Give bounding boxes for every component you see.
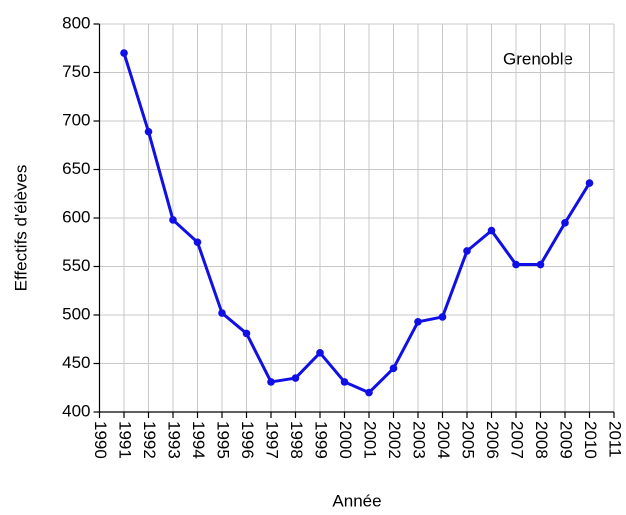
point	[463, 247, 471, 255]
x-tick-label: 1998	[287, 421, 306, 459]
x-tick-label: 2001	[361, 421, 380, 459]
point	[512, 260, 520, 269]
x-tick-label: 2008	[532, 421, 551, 459]
y-tick-label: 750	[62, 62, 90, 81]
y-tick-label: 550	[62, 256, 90, 275]
x-tick-label: 2003	[410, 421, 429, 459]
y-tick-label: 500	[62, 304, 90, 323]
point	[242, 329, 251, 338]
point	[316, 349, 324, 357]
x-tick-label: 2005	[459, 421, 478, 459]
x-tick-label: 1990	[91, 421, 110, 459]
x-tick-label: 2011	[606, 421, 625, 458]
point	[193, 238, 202, 247]
point	[438, 313, 447, 321]
x-tick-label: 1994	[189, 421, 208, 459]
y-tick-label: 400	[62, 401, 90, 420]
x-tick-label: 2007	[508, 421, 527, 459]
x-tick-label: 1999	[312, 421, 331, 459]
point	[585, 179, 594, 187]
x-tick-label: 2002	[385, 421, 404, 459]
point	[365, 388, 373, 397]
x-tick-label: 1991	[116, 421, 135, 459]
point	[536, 260, 545, 269]
point	[561, 219, 569, 227]
x-tick-label: 1996	[238, 421, 257, 459]
x-tick-label: 2000	[336, 421, 355, 459]
x-axis-label: Année	[332, 491, 381, 510]
point	[291, 374, 300, 382]
point	[487, 226, 496, 235]
y-tick-label: 700	[62, 110, 90, 129]
x-tick-label: 2004	[434, 421, 453, 459]
point	[144, 127, 153, 136]
line	[122, 52, 591, 395]
point	[120, 49, 128, 57]
y-tick-label: 800	[62, 13, 90, 32]
y-tick-label: 650	[62, 159, 90, 178]
point	[414, 317, 422, 326]
x-tick-label: 2009	[557, 421, 576, 459]
x-tick-label: 1997	[263, 421, 282, 459]
annotation: Grenoble	[503, 49, 573, 68]
x-tick-label: 2010	[581, 421, 600, 459]
point	[389, 364, 398, 373]
x-tick-label: 1992	[140, 421, 159, 459]
point	[169, 216, 177, 224]
y-tick-label: 600	[62, 207, 90, 226]
point	[340, 378, 349, 386]
x-tick-label: 1993	[165, 421, 184, 459]
x-tick-label: 2006	[483, 421, 502, 459]
y-tick-label: 450	[62, 353, 90, 372]
y-axis-label: Effectifs d'élèves	[11, 165, 30, 292]
point	[218, 309, 226, 317]
x-tick-label: 1995	[214, 421, 233, 459]
point	[267, 378, 275, 386]
